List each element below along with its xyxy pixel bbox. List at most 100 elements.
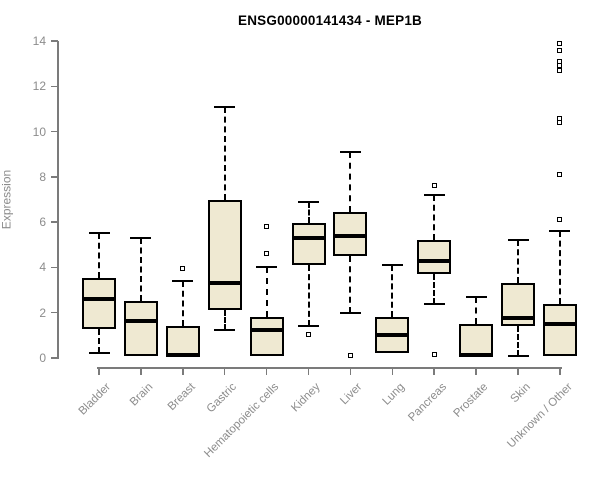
outlier-kidney [306, 331, 311, 337]
y-axis-tick [51, 311, 58, 314]
whisker-cap-low-skin [507, 354, 529, 357]
box-pancreas [417, 240, 452, 275]
y-tick-label: 0 [39, 351, 46, 365]
x-axis-tick [349, 368, 352, 375]
x-tick-label: Gastric [204, 381, 240, 416]
whisker-high-hematopoietic-cells [265, 267, 268, 318]
whisker-cap-high-unknown-other [549, 230, 571, 233]
x-axis-tick [475, 368, 477, 375]
whisker-high-liver [349, 151, 352, 212]
x-tick-label: Brain [127, 381, 156, 409]
y-axis-tick [51, 357, 58, 359]
outlier-unknown-other [557, 217, 563, 223]
y-axis-tick [51, 130, 58, 133]
median-prostate [459, 352, 494, 357]
y-tick-label: 10 [32, 124, 46, 139]
x-tick-label: Prostate [451, 381, 491, 420]
outlier-liver [347, 353, 353, 359]
y-tick-label: 12 [32, 79, 46, 94]
median-pancreas [417, 258, 452, 263]
x-axis-tick [223, 368, 226, 375]
whisker-cap-high-skin [507, 239, 529, 242]
whisker-cap-high-hematopoietic-cells [256, 266, 278, 269]
outlier-unknown-other [557, 58, 563, 64]
whisker-low-liver [349, 256, 352, 313]
whisker-cap-high-prostate [465, 295, 487, 298]
x-axis-tick [517, 368, 519, 375]
median-lung [375, 333, 410, 338]
outlier-unknown-other [557, 67, 563, 73]
x-tick-label: Lung [380, 381, 407, 408]
box-gastric [207, 199, 242, 311]
box-kidney [291, 223, 326, 266]
box-prostate [459, 324, 494, 357]
whisker-cap-low-kidney [298, 325, 319, 328]
box-bladder [82, 277, 116, 329]
whisker-cap-high-breast [172, 280, 194, 283]
y-axis-tick [51, 85, 58, 88]
whisker-high-breast [181, 281, 184, 327]
box-brain [123, 301, 158, 356]
x-tick-label: Bladder [76, 381, 114, 418]
outlier-breast [180, 266, 186, 272]
outlier-unknown-other [557, 63, 563, 69]
whisker-cap-low-liver [339, 311, 361, 314]
whisker-high-unknown-other [558, 231, 561, 304]
x-axis-tick [140, 368, 142, 375]
y-axis-tick [51, 40, 58, 42]
x-tick-label: Liver [338, 381, 365, 408]
median-brain [123, 318, 158, 323]
y-axis-tick [51, 266, 58, 269]
y-tick-label: 4 [39, 260, 46, 275]
whisker-cap-high-pancreas [423, 193, 445, 196]
whisker-high-bladder [98, 233, 100, 278]
y-axis-tick [51, 221, 58, 223]
chart-title: ENSG00000141434 - MEP1B [238, 13, 422, 28]
whisker-high-kidney [307, 201, 310, 224]
whisker-high-lung [391, 265, 394, 318]
x-tick-label: Hematopoietic cells [202, 381, 282, 460]
outlier-unknown-other [557, 40, 563, 46]
whisker-cap-high-bladder [88, 232, 110, 235]
median-gastric [207, 281, 242, 286]
y-axis-line [57, 41, 59, 359]
whisker-low-skin [517, 326, 519, 356]
x-axis-tick [182, 368, 184, 375]
y-tick-label: 8 [39, 169, 46, 184]
median-breast [165, 352, 200, 357]
median-liver [333, 233, 368, 238]
whisker-high-pancreas [433, 194, 436, 241]
outlier-pancreas [431, 183, 437, 189]
whisker-high-gastric [223, 106, 226, 200]
y-tick-label: 2 [39, 305, 46, 320]
y-axis-tick [51, 176, 58, 178]
whisker-high-prostate [475, 296, 478, 325]
whisker-cap-low-gastric [214, 328, 236, 331]
box-hematopoietic-cells [249, 317, 284, 356]
x-axis-tick [265, 368, 268, 375]
whisker-low-pancreas [433, 274, 436, 304]
box-unknown-other [542, 303, 577, 356]
x-axis-tick [559, 368, 561, 375]
x-axis-tick [433, 368, 435, 375]
whisker-cap-low-bladder [88, 352, 110, 355]
x-tick-label: Pancreas [405, 381, 449, 424]
median-unknown-other [542, 322, 577, 327]
whisker-cap-high-gastric [214, 105, 236, 108]
whisker-high-skin [517, 240, 519, 284]
median-bladder [82, 297, 116, 302]
x-tick-label: Breast [165, 381, 198, 413]
outlier-unknown-other [557, 115, 563, 121]
whisker-cap-low-pancreas [423, 302, 445, 305]
x-axis-line [97, 367, 562, 369]
median-hematopoietic-cells [249, 327, 284, 332]
whisker-cap-high-lung [381, 264, 403, 267]
whisker-low-bladder [98, 328, 100, 354]
x-axis-tick [391, 368, 394, 375]
outlier-unknown-other [557, 172, 563, 178]
whisker-high-brain [139, 238, 142, 302]
y-axis-label: Expression [0, 169, 14, 230]
outlier-unknown-other [557, 47, 563, 53]
median-kidney [291, 236, 326, 240]
